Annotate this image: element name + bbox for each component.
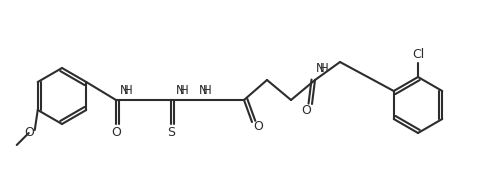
Text: H: H <box>124 84 133 97</box>
Text: H: H <box>320 61 329 74</box>
Text: H: H <box>203 84 211 97</box>
Text: O: O <box>24 127 34 140</box>
Text: N: N <box>120 84 129 97</box>
Text: N: N <box>316 61 325 74</box>
Text: O: O <box>301 104 311 118</box>
Text: O: O <box>253 121 263 133</box>
Text: H: H <box>180 84 189 97</box>
Text: S: S <box>167 126 175 138</box>
Text: N: N <box>176 84 185 97</box>
Text: O: O <box>111 126 121 138</box>
Text: Cl: Cl <box>412 49 424 61</box>
Text: N: N <box>199 84 207 97</box>
